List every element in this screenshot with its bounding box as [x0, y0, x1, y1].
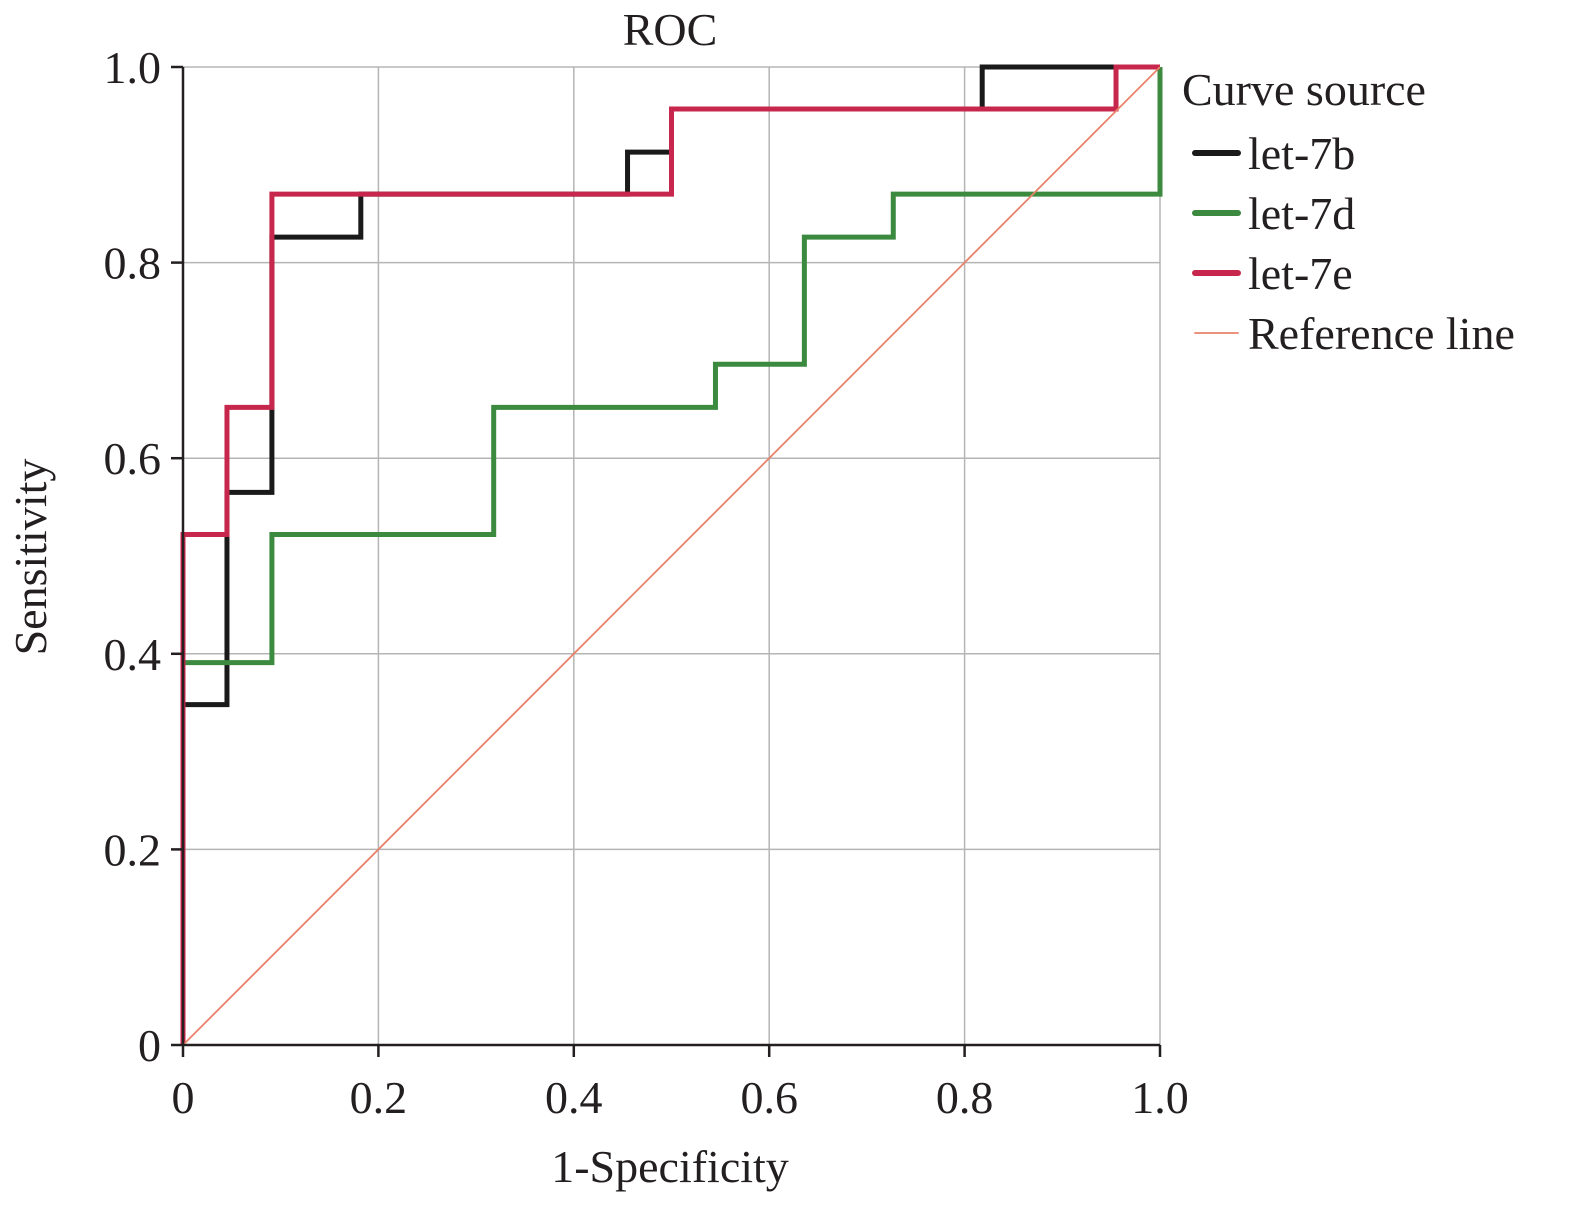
axes	[171, 65, 1162, 1057]
y-tick-label: 0	[138, 1020, 161, 1071]
x-axis-label: 1-Specificity	[551, 1141, 789, 1192]
x-tick-label: 0.6	[740, 1072, 798, 1123]
series-line-reference-line	[182, 66, 1161, 1046]
x-tick-label: 0.4	[545, 1072, 603, 1123]
y-tick-label: 0.8	[104, 238, 162, 289]
y-tick-label: 0.6	[104, 433, 162, 484]
x-tick-label: 0.8	[936, 1072, 994, 1123]
y-axis-label: Sensitivity	[5, 459, 56, 656]
legend-label: let-7b	[1248, 128, 1355, 179]
y-tick-label: 1.0	[104, 42, 162, 93]
x-tick-label: 0.2	[350, 1072, 408, 1123]
tick-labels: 0 0.2 0.4 0.6 0.8 1.0 0 0.2 0.4 0.6 0.8 1.0	[104, 42, 1189, 1123]
series-layer	[180, 64, 1163, 1046]
series-line-let-7e	[180, 64, 1160, 1045]
legend-title: Curve source	[1182, 64, 1426, 115]
legend: Curve source let-7b let-7d let-7e Reference…	[1182, 64, 1515, 359]
x-tick-label: 0	[172, 1072, 195, 1123]
legend-label: Reference line	[1248, 308, 1515, 359]
legend-label: let-7d	[1248, 188, 1355, 239]
y-tick-label: 0.2	[104, 824, 162, 875]
legend-label: let-7e	[1248, 248, 1353, 299]
x-tick-label: 1.0	[1131, 1072, 1189, 1123]
y-tick-label: 0.4	[104, 629, 162, 680]
chart-title: ROC	[623, 4, 718, 55]
series-line-let-7d	[180, 67, 1163, 1045]
legend-items: let-7b let-7d let-7e Reference line	[1192, 128, 1515, 359]
